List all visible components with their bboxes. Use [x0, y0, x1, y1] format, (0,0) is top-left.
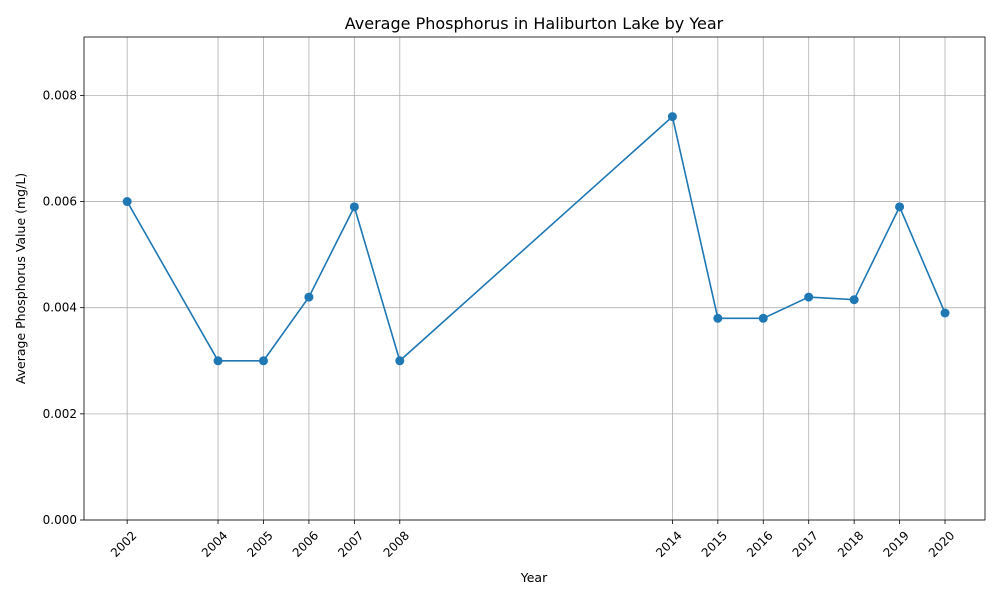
grid	[84, 37, 985, 521]
x-tick-label: 2020	[926, 528, 957, 559]
data-points	[122, 112, 950, 366]
y-tick-label: 0.006	[43, 195, 77, 209]
x-tick-label: 2014	[653, 528, 684, 559]
y-tick-label: 0.004	[43, 301, 77, 315]
data-point	[895, 202, 905, 212]
data-point	[213, 356, 223, 366]
x-tick-label: 2008	[381, 528, 412, 559]
x-tick-label: 2015	[699, 528, 730, 559]
data-point	[940, 308, 950, 318]
y-tick-label: 0.002	[43, 407, 77, 421]
x-tick-label: 2004	[199, 528, 230, 559]
x-tick-label: 2006	[290, 528, 321, 559]
data-point	[849, 295, 859, 305]
data-point	[304, 292, 314, 302]
series-line	[126, 115, 946, 363]
data-point	[758, 313, 768, 323]
x-tick-label: 2007	[335, 528, 366, 559]
data-point	[258, 356, 268, 366]
x-tick-label: 2017	[790, 528, 821, 559]
y-tick-label: 0.008	[43, 88, 77, 102]
axis-ticks: 2002 2004 2005 2006 2007 2008 2014 2015 2016 2017…	[43, 88, 958, 560]
x-tick-label: 2005	[244, 528, 275, 559]
plot-frame	[83, 36, 986, 521]
data-point	[349, 202, 359, 212]
x-axis-label: Year	[520, 570, 548, 585]
x-tick-label: 2016	[744, 528, 775, 559]
x-tick-label: 2002	[108, 528, 139, 559]
y-axis-label: Average Phosphorus Value (mg/L)	[13, 173, 28, 384]
data-point	[122, 197, 132, 207]
y-tick-label: 0.000	[43, 513, 77, 527]
x-tick-label: 2018	[835, 528, 866, 559]
data-point	[713, 313, 723, 323]
data-point	[804, 292, 814, 302]
x-tick-label: 2019	[880, 528, 911, 559]
data-point	[395, 356, 405, 366]
chart-title: Average Phosphorus in Haliburton Lake by…	[345, 14, 724, 33]
data-point	[667, 112, 677, 122]
